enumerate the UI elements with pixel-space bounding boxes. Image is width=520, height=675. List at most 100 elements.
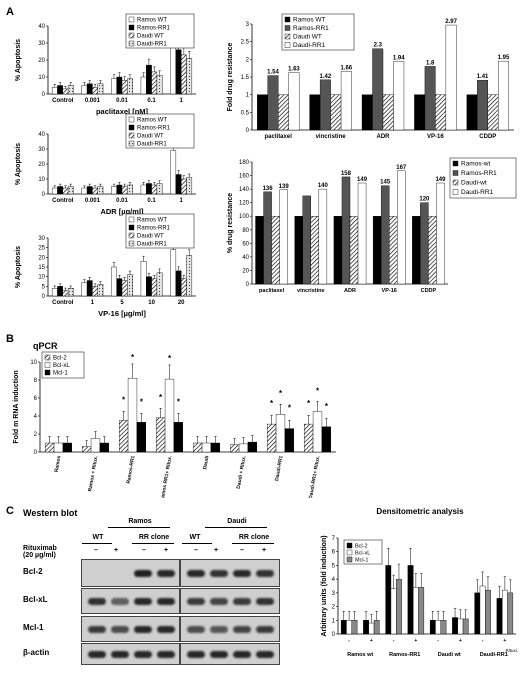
legend-swatch [128,240,135,247]
daudi-header: Daudi [227,518,247,525]
x-tick-label: Ramos + Ritux. [87,455,99,492]
blot-band [157,626,175,633]
blot-box-ramos [81,588,180,614]
bar-ramos-wt [51,86,58,95]
bar-daudi-rr1 [279,189,288,285]
bar-daudi-rr1 [357,182,367,285]
bar-bcl-2 [496,598,503,635]
panel-b-label: B [6,333,14,345]
y-tick-label: 160 [239,174,250,180]
bar-ramos-rr1 [341,176,351,285]
legend-swatch [284,33,291,40]
bar-daudi-rr1 [436,182,445,285]
bar-ramos-wt [111,186,117,195]
bar-bcl-xl [312,411,323,453]
significance-star: * [122,396,126,405]
legend-box [125,213,195,249]
bar-daudi-wt [121,280,128,297]
legend-swatch [284,16,291,23]
densitometry-chart: 0 1 2 3 4 5 6 7 Arbitrary units (fold induction)… [321,507,518,658]
legend-entry: Ramos-RR1 [137,126,171,132]
y-tick-label: 2 [34,432,38,438]
bar-bcl-xl [164,378,175,453]
bar-ramos-rr1 [175,174,182,195]
bar-ramos-wt [111,266,117,297]
group-label: Ramos wt [347,652,373,658]
legend-swatch [128,140,135,147]
y-tick-label: 15 [38,265,45,271]
x-tick-label: Daudi [202,455,210,470]
legend-entry: Daudi-RR1 [137,242,167,248]
legend-entry: Bcl-xL [355,551,370,557]
legend-swatch [44,354,51,361]
y-tick-label: 40 [38,132,45,138]
group-label: Ramos-RR1 [389,652,420,658]
bar-mcl-1 [99,442,110,453]
x-tick-label: Ramos RR1+ Ritux. [160,455,174,498]
blot-box-daudi [180,559,280,587]
data-label: 136 [263,186,274,192]
bar-mcl-1 [396,578,402,635]
bar-mcl-1 [247,441,258,453]
legend-swatch [128,232,135,239]
bar-daudi-rr1 [186,58,193,95]
legend-entry: Mcl-1 [355,558,368,564]
bar-bcl-xl [368,622,375,635]
bar-bcl-2 [429,620,436,635]
legend-swatch [128,40,135,47]
significance-star: * [177,397,181,406]
blot-band [134,598,152,605]
bar-mcl-1 [136,422,147,453]
bar-ramos-wt [81,187,88,195]
bar-daudi-wt [92,286,98,297]
bar-ramos-rr1 [116,184,123,195]
western-title: Western blot [23,508,78,518]
bar-daudi-rr1 [156,272,163,297]
significance-star: * [288,404,292,413]
legend-box [449,157,517,199]
blot-band [233,651,251,658]
x-tick-label: ADR [377,134,391,140]
significance-star: * [325,402,329,411]
blot-box-daudi [180,616,280,642]
legend-swatch [452,170,459,176]
data-label: 1.94 [393,55,405,61]
bar-daudi-wt [92,187,98,195]
y-tick-label: 1.5 [241,75,250,81]
legend-box [125,13,195,49]
daudi-wt-label: WT [189,534,201,541]
bar-bcl-xl [275,413,286,453]
bar-daudi-wt [62,187,69,195]
bar-ramos-wt [294,216,303,285]
bar-mcl-1 [351,620,358,635]
bar-bcl-2 [385,565,392,635]
x-tick-label: Control [52,300,74,306]
bar-ramos-rr1 [372,48,384,131]
legend-swatch [128,16,135,23]
y-tick-label: 10 [38,75,45,81]
legend-swatch [128,124,135,131]
x-tick-label: + [459,638,462,644]
legend-entry: Ramos-RR1 [293,25,329,32]
legend-entry: Daudi-wt [461,180,487,187]
legend-swatch [452,160,459,167]
data-label: 1.8 [426,60,435,66]
blot-band [134,651,152,658]
y-tick-label: 0.5 [241,110,250,116]
y-axis-label: Arbitrary units (fold induction) [321,535,328,636]
x-tick-label: paclitaxel [265,134,293,140]
legend-swatch [128,224,135,231]
legend-swatch [128,132,135,139]
bar-daudi-rr1 [67,186,74,195]
legend-entry: Ramos-RR1 [461,170,497,177]
x-tick-label: Daudi-RR1 [274,455,284,481]
blot-band [187,626,205,633]
legend-swatch [44,362,51,368]
daudi-rr-underline [232,543,274,544]
bar-ramos-rr1 [57,286,64,297]
rituximab-label: Rituximab (20 µg/ml) [23,545,57,559]
blot-band [256,570,274,577]
x-tick-label: 5 [120,300,124,306]
x-tick-label: + [414,638,417,644]
bar-ramos-rr1 [319,79,331,131]
